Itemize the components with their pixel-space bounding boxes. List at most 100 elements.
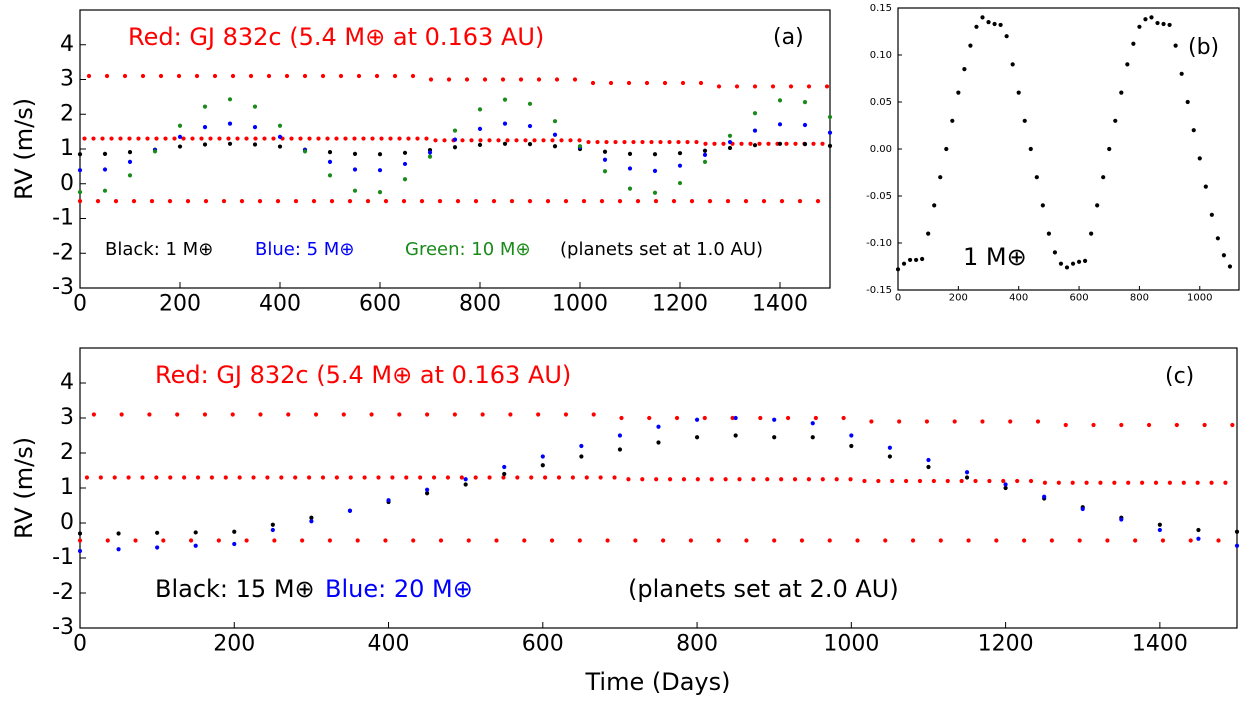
data-point: [149, 199, 155, 204]
data-point: [1234, 543, 1240, 548]
data-point: [154, 475, 159, 480]
data-point: [145, 136, 150, 141]
data-point: [733, 433, 738, 438]
data-point: [792, 477, 798, 482]
data-point: [590, 80, 596, 86]
data-point: [77, 531, 83, 536]
data-point: [77, 538, 83, 543]
data-point: [968, 43, 973, 48]
data-point: [862, 478, 867, 484]
data-point: [356, 73, 362, 79]
data-point: [883, 538, 888, 543]
data-point: [77, 548, 83, 554]
data-point: [334, 475, 339, 480]
data-point: [633, 538, 638, 543]
data-point: [452, 412, 457, 417]
data-point: [77, 152, 83, 157]
data-point: [252, 125, 258, 130]
data-point: [232, 541, 237, 547]
data-point: [327, 173, 333, 178]
data-point: [270, 522, 275, 527]
data-point: [251, 475, 256, 480]
data-point: [549, 538, 555, 543]
data-point: [926, 464, 931, 470]
data-point: [370, 136, 375, 141]
data-point: [1157, 527, 1162, 533]
y-tick-label: -0.15: [866, 285, 892, 296]
y-tick-label: -3: [52, 615, 74, 640]
data-point: [257, 199, 263, 204]
data-point: [1221, 253, 1227, 258]
data-point: [418, 475, 423, 480]
data-point: [275, 199, 281, 204]
data-point: [217, 136, 222, 141]
data-point: [998, 22, 1003, 28]
data-point: [716, 84, 722, 89]
data-point: [433, 138, 438, 143]
data-point: [286, 412, 291, 417]
data-point: [302, 73, 308, 79]
y-tick-label: 3: [60, 405, 74, 430]
data-point: [487, 475, 492, 480]
data-point: [572, 77, 578, 82]
data-point: [402, 150, 408, 155]
data-point: [1161, 21, 1166, 27]
x-tick-label: 200: [949, 293, 968, 304]
data-point: [944, 146, 949, 152]
data-point: [887, 445, 893, 450]
y-tick-label: -2: [52, 580, 74, 605]
data-point: [677, 180, 683, 186]
data-point: [602, 157, 608, 162]
data-point: [802, 122, 808, 128]
data-point: [152, 149, 158, 154]
data-point: [849, 443, 854, 449]
data-point: [202, 412, 208, 417]
data-point: [973, 478, 978, 484]
data-point: [193, 530, 198, 535]
data-point: [522, 538, 527, 543]
data-point: [379, 136, 384, 141]
data-point: [1042, 494, 1047, 499]
data-point: [1028, 146, 1033, 152]
data-point: [677, 163, 683, 168]
data-point: [500, 77, 506, 82]
data-point: [1034, 175, 1039, 180]
data-point: [563, 199, 569, 204]
data-point: [545, 199, 551, 204]
y-tick-label: -0.10: [866, 238, 892, 249]
data-point: [415, 136, 420, 141]
data-point: [644, 80, 650, 86]
data-point: [938, 175, 943, 180]
data-point: [622, 139, 627, 145]
data-point: [897, 419, 902, 424]
data-point: [640, 139, 645, 145]
data-point: [502, 464, 507, 470]
data-point: [1098, 480, 1103, 485]
data-point: [777, 122, 783, 127]
data-point: [203, 199, 209, 204]
data-point: [216, 538, 221, 543]
data-point: [1022, 538, 1027, 543]
x-tick-label: 1200: [652, 292, 708, 317]
data-point: [1058, 261, 1064, 266]
data-point: [931, 478, 936, 484]
data-point: [903, 478, 909, 484]
x-tick-label: 1400: [1132, 632, 1188, 657]
data-point: [617, 199, 623, 204]
data-point: [232, 529, 237, 534]
data-point: [425, 412, 430, 417]
data-point: [252, 142, 258, 147]
data-point: [307, 136, 312, 141]
data-point: [1004, 34, 1009, 39]
data-point: [181, 136, 186, 141]
data-point: [813, 415, 818, 421]
data-point: [695, 477, 700, 482]
data-point: [427, 150, 433, 155]
data-point: [1070, 261, 1076, 266]
data-point: [950, 118, 955, 123]
data-point: [920, 256, 925, 262]
data-point: [270, 527, 275, 533]
data-point: [779, 477, 784, 482]
data-point: [849, 433, 854, 438]
data-point: [956, 90, 961, 95]
